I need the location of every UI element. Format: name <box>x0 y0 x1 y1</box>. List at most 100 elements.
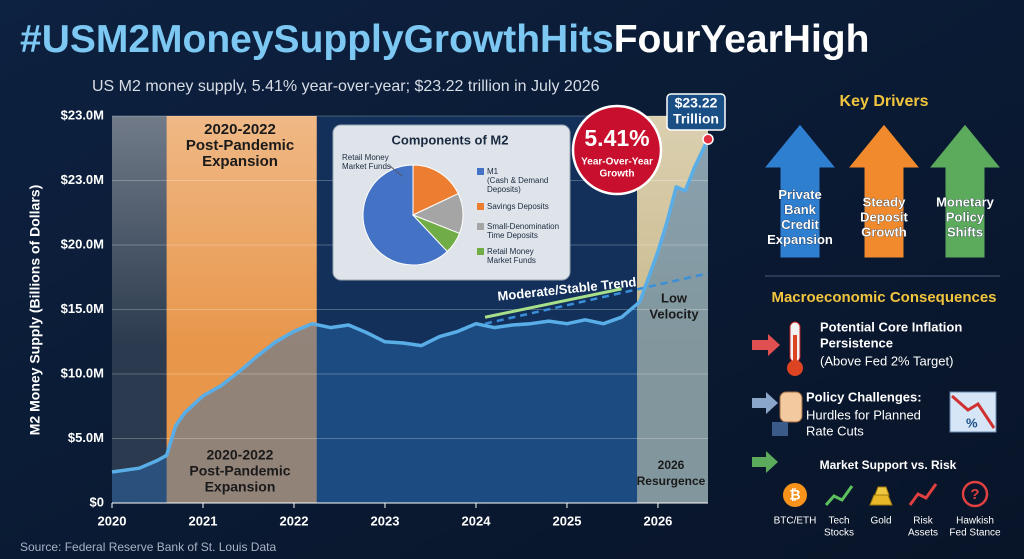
section-title: Market Support vs. Risk <box>820 458 957 472</box>
y-tick-label: $23.0M <box>61 107 104 122</box>
band-label: Low <box>661 290 688 305</box>
x-tick-label: 2021 <box>189 513 218 528</box>
band-label: Velocity <box>649 306 699 321</box>
gold-icon <box>874 486 890 496</box>
driver-arrow <box>927 123 1003 259</box>
y-tick-label: $23.0M <box>61 172 104 187</box>
line <box>111 138 710 474</box>
y-tick-label: $0 <box>90 494 104 509</box>
consequence-title: Potential Core Inflation <box>820 319 962 334</box>
driver-label: Steady <box>863 194 906 209</box>
pie-leader <box>389 165 403 177</box>
driver-label: Expansion <box>767 232 833 247</box>
band-label: Post-Pandemic <box>189 463 290 479</box>
end-label: Trillion <box>673 111 719 127</box>
band-label: Post-Pandemic <box>186 137 294 154</box>
driver-label: Deposit <box>860 209 908 224</box>
legend-label: M1 <box>487 167 499 176</box>
pie-annotation: Retail Money <box>342 153 389 162</box>
x-tick-label: 2022 <box>280 513 309 528</box>
legend-label: Savings Deposits <box>487 202 549 211</box>
market-label: Risk <box>913 516 933 527</box>
sidebar: % ₿ ? Key Drivers PrivateBankCreditExpans… <box>752 93 1003 539</box>
band-label: Resurgence <box>637 474 706 488</box>
band-highlight <box>166 116 317 349</box>
driver-arrow <box>846 123 922 259</box>
gold-icon <box>869 494 893 506</box>
pie-slice <box>412 214 461 253</box>
y-tick-label: $15.0M <box>61 301 104 316</box>
driver-label: Private <box>778 187 821 202</box>
band-label: 2020-2022 <box>204 121 276 138</box>
hand-icon <box>772 391 803 436</box>
end-label-box <box>666 93 726 131</box>
legend-label: Market Funds <box>487 256 536 265</box>
market-label: Tech <box>828 516 849 527</box>
source: Source: Federal Reserve Bank of St. Loui… <box>20 540 276 554</box>
end-point <box>702 133 714 145</box>
growth-label: Growth <box>600 169 635 180</box>
legend-label: Deposits) <box>487 185 521 194</box>
driver-label: Shifts <box>947 224 983 239</box>
pie-annotation: Market Funds <box>342 162 391 171</box>
bitcoin-symbol: ₿ <box>789 487 800 503</box>
legend-label: Time Deposits <box>487 231 538 240</box>
band-label: 2026 <box>658 458 685 472</box>
section-title: Macroeconomic Consequences <box>771 289 996 306</box>
pie-title: Components of M2 <box>392 132 509 147</box>
x-tick-label: 2025 <box>553 513 582 528</box>
x-tick-label: 2023 <box>371 513 400 528</box>
section-title: Key Drivers <box>840 93 929 110</box>
question-icon <box>961 480 989 508</box>
driver-label: Monetary <box>936 194 995 209</box>
market-label: Gold <box>870 516 891 527</box>
x-tick-label: 2026 <box>643 513 672 528</box>
trend-line <box>484 272 709 325</box>
driver-label: Growth <box>861 224 907 239</box>
market-label: Assets <box>908 528 938 539</box>
driver-label: Policy <box>946 209 985 224</box>
legend-swatch <box>477 168 484 175</box>
thermometer-icon <box>787 321 803 376</box>
consequence-body: (Above Fed 2% Target) <box>820 353 953 368</box>
x-tick-label: 2024 <box>462 513 492 528</box>
question-symbol: ? <box>970 486 979 503</box>
driver-arrow <box>762 123 838 259</box>
chart-down-icon: % <box>949 391 997 433</box>
growth-label: Year-Over-Year <box>581 157 653 168</box>
svg-text:%: % <box>966 415 978 430</box>
trend-highlight <box>484 287 622 319</box>
band-label: 2020-2022 <box>207 447 274 463</box>
legend-swatch <box>477 203 484 210</box>
market-label: Hawkish <box>956 516 994 527</box>
pie-slice <box>362 164 448 266</box>
legend-label: Retail Money <box>487 247 534 256</box>
legend-swatch <box>477 223 484 230</box>
arrow-icon <box>752 334 780 356</box>
y-axis-label: M2 Money Supply (Billions of Dollars) <box>27 185 43 435</box>
tech-icon <box>824 485 854 506</box>
driver-label: Bank <box>784 202 817 217</box>
x-tick-label: 2020 <box>98 513 127 528</box>
y-tick-label: $20.0M <box>61 236 104 251</box>
driver-label: Credit <box>781 217 819 232</box>
consequence-body: Rate Cuts <box>806 423 864 438</box>
consequence-title: Policy Challenges: <box>806 389 922 404</box>
band-label: Expansion <box>202 153 278 170</box>
bitcoin-icon <box>783 483 807 507</box>
y-tick-label: $5.0M <box>68 430 104 445</box>
market-label: BTC/ETH <box>774 516 817 527</box>
arrow-icon <box>752 451 778 473</box>
end-label: $23.22 <box>675 95 718 111</box>
growth-value: 5.41% <box>584 125 649 151</box>
legend-label: (Cash & Demand <box>487 176 548 185</box>
market-label: Stocks <box>824 528 854 539</box>
consequence-title: Persistence <box>820 335 893 350</box>
subtitle: US M2 money supply, 5.41% year-over-year… <box>92 78 600 95</box>
y-tick-label: $10.0M <box>61 365 104 380</box>
consequence-body: Hurdles for Planned <box>806 407 921 422</box>
arrow-icon <box>752 392 778 414</box>
risk-icon <box>908 483 938 506</box>
pie-slice <box>412 164 459 216</box>
